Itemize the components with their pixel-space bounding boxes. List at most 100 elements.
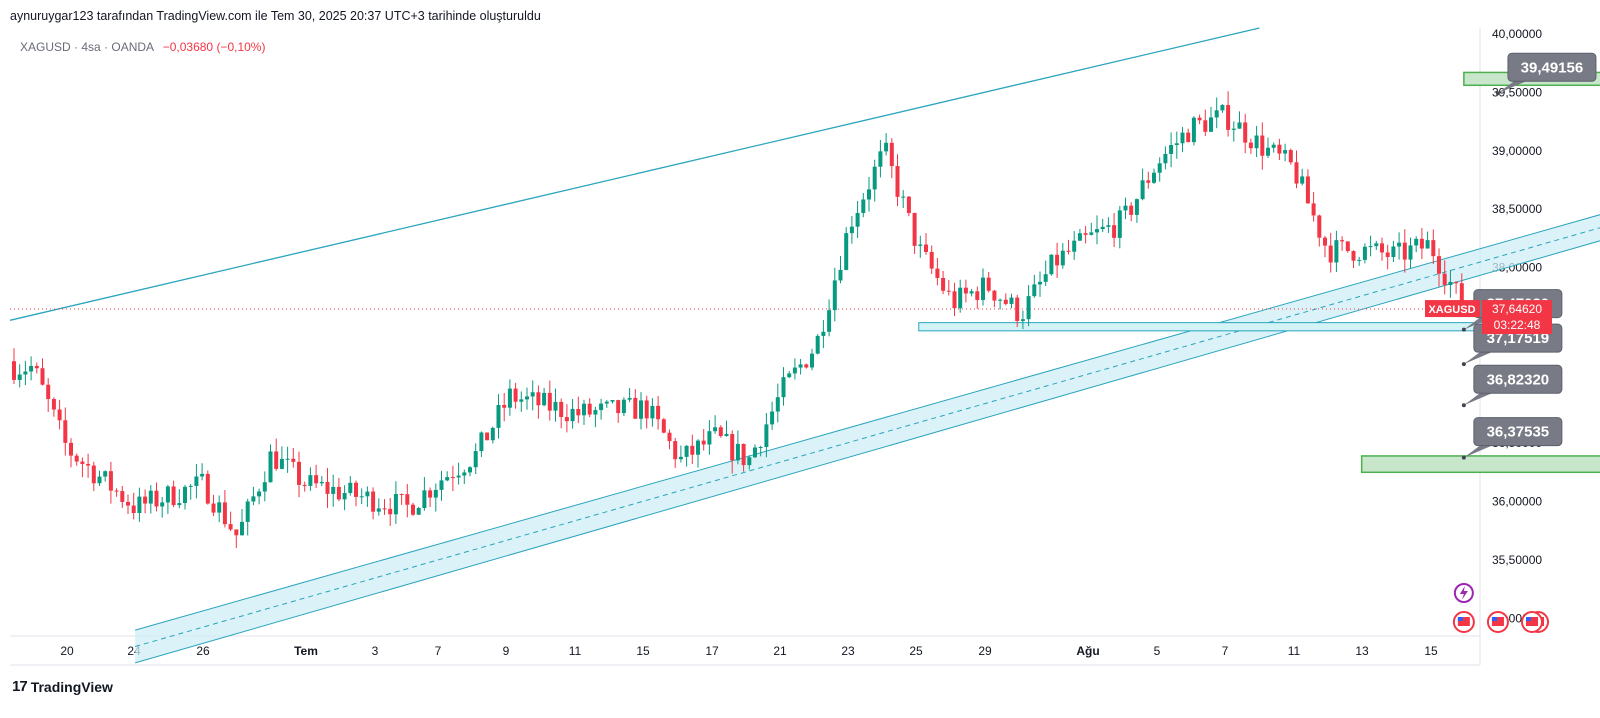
candle-up — [422, 490, 427, 509]
candle-down — [450, 477, 455, 479]
candle-up — [445, 477, 450, 481]
candle-down — [1454, 281, 1459, 284]
candle-down — [1260, 135, 1265, 156]
candle-up — [678, 456, 683, 460]
candle-down — [935, 268, 940, 278]
candle-down — [667, 432, 672, 442]
candle-up — [433, 489, 438, 498]
candle-down — [154, 490, 159, 507]
candle-down — [371, 491, 376, 512]
candle-down — [1226, 105, 1231, 130]
candle-down — [1015, 297, 1020, 321]
candle-down — [1323, 237, 1327, 246]
candle-up — [525, 396, 529, 400]
candle-up — [1231, 128, 1236, 130]
us-flag-icon-stripes — [1491, 617, 1504, 626]
callout-label: 39,49156 — [1521, 59, 1584, 76]
candle-down — [1345, 241, 1350, 252]
candle-down — [1385, 252, 1390, 258]
candle-up — [707, 431, 712, 445]
candle-up — [832, 280, 837, 311]
candle-up — [194, 476, 199, 486]
x-tick-label: 5 — [1154, 644, 1161, 658]
candle-up — [872, 166, 877, 190]
candle-down — [1055, 254, 1060, 266]
x-tick-label: 3 — [372, 644, 379, 658]
x-tick-label: 11 — [569, 644, 582, 658]
candle-down — [428, 490, 433, 498]
candle-down — [889, 142, 894, 167]
candle-down — [912, 212, 917, 246]
candle-down — [74, 455, 79, 462]
callout-anchor-dot — [1461, 403, 1466, 408]
candle-up — [593, 410, 598, 415]
candle-down — [86, 463, 91, 466]
candle-up — [376, 508, 381, 512]
chart-credit: aynuruygar123 tarafından TradingView.com… — [10, 9, 541, 23]
candle-up — [1026, 296, 1031, 320]
x-tick-label: 17 — [705, 644, 719, 658]
price-tag-value: 37,64620 — [1492, 302, 1542, 316]
candle-up — [468, 467, 472, 473]
candle-down — [354, 482, 358, 497]
candle-up — [1300, 176, 1305, 184]
x-tick-label: 25 — [909, 644, 923, 658]
candle-up — [684, 445, 689, 457]
candle-up — [1174, 143, 1179, 146]
candle-up — [1043, 274, 1048, 282]
candle-down — [1243, 122, 1248, 143]
candle-down — [547, 392, 552, 411]
candle-down — [1380, 243, 1384, 253]
candle-down — [51, 399, 56, 410]
candle-up — [1020, 319, 1025, 321]
candle-up — [319, 481, 324, 484]
candle-up — [479, 432, 484, 452]
candle-up — [23, 371, 28, 375]
candle-down — [34, 365, 39, 369]
candle-down — [661, 419, 666, 433]
candle-up — [473, 451, 478, 468]
candle-up — [456, 475, 461, 478]
y-tick-label: 39,00000 — [1492, 144, 1542, 158]
candle-down — [1317, 215, 1322, 238]
candle-up — [1220, 105, 1225, 111]
candle-up — [365, 491, 370, 497]
candle-up — [331, 486, 336, 494]
callout-label: 36,82320 — [1487, 371, 1550, 388]
candle-up — [735, 443, 740, 461]
candle-down — [1305, 176, 1310, 204]
candle-up — [1060, 250, 1065, 266]
candle-up — [1032, 284, 1037, 297]
candle-down — [228, 524, 233, 530]
candle-down — [171, 486, 176, 506]
candle-up — [798, 364, 803, 368]
candle-up — [1357, 259, 1362, 261]
candle-down — [1248, 142, 1253, 149]
candle-up — [1038, 281, 1042, 285]
candle-up — [165, 486, 170, 503]
x-tick-label: 13 — [1355, 644, 1369, 658]
candle-up — [878, 151, 883, 167]
callout-anchor-dot — [1461, 362, 1466, 367]
candle-down — [274, 451, 279, 469]
tradingview-logo[interactable]: 17 TradingView — [12, 678, 113, 695]
candle-up — [713, 427, 718, 432]
candle-down — [741, 443, 746, 466]
candle-up — [1106, 225, 1111, 227]
candle-up — [758, 447, 763, 449]
x-tick-label: 20 — [60, 644, 74, 658]
candle-down — [1431, 240, 1436, 257]
candle-down — [1277, 144, 1282, 154]
candle-down — [314, 475, 319, 484]
candle-up — [610, 400, 615, 402]
candle-up — [217, 502, 222, 513]
candle-up — [257, 491, 262, 497]
callout-anchor-dot — [1461, 327, 1466, 332]
candle-down — [1419, 238, 1424, 249]
y-tick-label: 35,50000 — [1492, 553, 1542, 567]
candle-up — [251, 496, 256, 502]
candle-down — [1294, 162, 1299, 184]
channel-fill — [135, 214, 1600, 663]
candle-up — [775, 397, 780, 412]
